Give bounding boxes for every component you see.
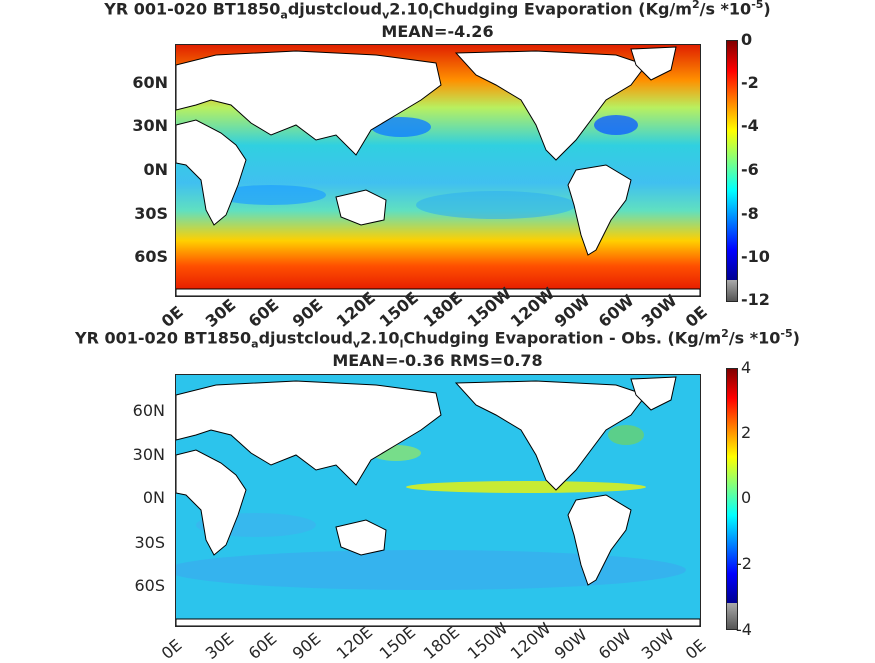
southern-band xyxy=(176,550,686,590)
panel2-colorbar-tick: -4 xyxy=(736,620,752,639)
panel2-xlabel: 30E xyxy=(201,628,237,663)
panel2-title-line1: YR 001-020 BT1850adjustcloudv2.10lChudgi… xyxy=(75,327,800,351)
panel2-xlabel: 60W xyxy=(594,625,635,663)
africa xyxy=(176,449,247,556)
north-america xyxy=(454,50,647,161)
kuroshio-band xyxy=(371,117,431,137)
panel1-ylabel: 30S xyxy=(134,204,168,223)
continents xyxy=(176,376,700,626)
panel1-colorbar xyxy=(726,40,738,302)
panel1-colorbar-tick: -12 xyxy=(741,290,770,309)
australia xyxy=(335,189,387,226)
panel2-ylabel: 60N xyxy=(132,401,165,420)
eurasia xyxy=(176,380,442,486)
panel2-xlabel: 0E xyxy=(157,635,186,663)
gulf-stream-band xyxy=(594,115,638,135)
greenland xyxy=(630,46,677,81)
panel1-ylabel: 0N xyxy=(143,160,168,179)
panel1-colorbar-tick: -6 xyxy=(741,160,759,179)
panel1-map xyxy=(175,44,701,297)
greenland xyxy=(630,376,677,411)
panel2-colorbar-tick: 0 xyxy=(741,488,752,507)
south-america xyxy=(567,164,632,256)
panel2-ylabel: 60S xyxy=(134,576,165,595)
panel1-title-line2: MEAN=-4.26 xyxy=(381,22,494,41)
panel2-ylabel: 30S xyxy=(134,533,165,552)
equatorial-band xyxy=(406,481,646,493)
north-america xyxy=(454,380,647,491)
panel2-xlabel: 90E xyxy=(288,628,325,663)
panel1-ylabel: 60S xyxy=(134,247,168,266)
panel2-colorbar-tick: 4 xyxy=(741,358,752,377)
panel1-map-svg xyxy=(176,45,700,296)
panel1-colorbar-tick: -4 xyxy=(741,116,759,135)
indian-ocean-band xyxy=(216,185,326,205)
panel2-xlabel: 30W xyxy=(638,625,678,663)
antarctica xyxy=(176,288,700,296)
panel1-title-line1: YR 001-020 BT1850adjustcloudv2.10lChudgi… xyxy=(104,0,771,22)
panel2-map xyxy=(175,374,701,627)
eurasia xyxy=(176,50,442,156)
panel2-xlabel: 150E xyxy=(376,622,420,663)
south-america xyxy=(567,494,632,586)
africa xyxy=(176,119,247,226)
panel2-xlabel: 120E xyxy=(332,622,376,663)
south-pacific-band xyxy=(416,191,576,219)
panel1-ylabel: 60N xyxy=(132,73,168,92)
panel2-colorbar-tick: 2 xyxy=(741,423,752,442)
australia xyxy=(335,519,387,556)
panel2-xlabel: 0E xyxy=(681,635,710,663)
panel2-title-line2: MEAN=-0.36 RMS=0.78 xyxy=(332,351,543,370)
panel2-ylabel: 30N xyxy=(132,445,165,464)
continents xyxy=(176,46,700,296)
antarctica xyxy=(176,618,700,626)
panel2-colorbar-tick: -2 xyxy=(736,554,752,573)
gulf-stream-band xyxy=(608,425,644,445)
panel1-colorbar-tick: 0 xyxy=(741,30,753,49)
panel2-map-svg xyxy=(176,375,700,626)
panel2-colorbar xyxy=(726,368,738,630)
panel1-colorbar-tick: -2 xyxy=(741,73,759,92)
panel2-xlabel: 90W xyxy=(550,625,591,663)
panel1-colorbar-tick: -10 xyxy=(741,247,770,266)
panel2-xlabel: 180E xyxy=(419,622,464,663)
panel2-xlabel: 60E xyxy=(245,628,281,663)
panel1-colorbar-tick: -8 xyxy=(741,204,759,223)
panel1-ylabel: 30N xyxy=(132,116,168,135)
panel2-ylabel: 0N xyxy=(142,488,165,507)
